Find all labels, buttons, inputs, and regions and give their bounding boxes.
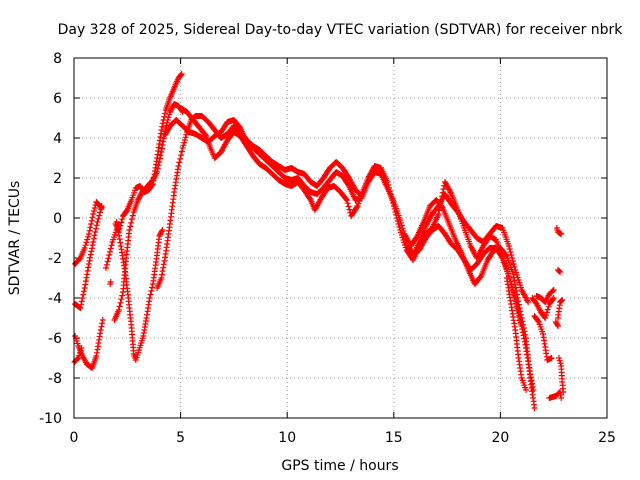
series-marks [553, 225, 565, 237]
series-track-3 [72, 317, 106, 371]
series-track-18 [529, 295, 557, 321]
series-marks [531, 313, 555, 363]
series-track-7 [113, 219, 166, 363]
series-track-20 [546, 389, 565, 401]
series-track-15 [403, 223, 537, 393]
series-marks [529, 295, 557, 321]
series-marks [533, 287, 557, 305]
series-track-5 [111, 101, 186, 323]
y-tick-label: 8 [53, 51, 62, 67]
x-tick-label: 20 [491, 430, 509, 446]
series-marks [354, 163, 524, 327]
series-marks [112, 71, 185, 235]
x-tick-label: 15 [385, 430, 403, 446]
series-marks [556, 355, 567, 395]
series-marks [103, 221, 122, 271]
series-marks [154, 113, 365, 291]
series-marks [555, 297, 566, 321]
y-tick-label: -2 [48, 251, 62, 267]
series-track-8 [103, 221, 122, 271]
series-track-22 [556, 355, 567, 395]
y-tick-label: 0 [53, 211, 62, 227]
series-track-10 [154, 113, 365, 291]
y-tick-label: 2 [53, 171, 62, 187]
series-marks [546, 389, 565, 401]
series-track-9 [107, 279, 114, 287]
series-track-6 [112, 71, 185, 235]
series-track-16 [503, 275, 529, 393]
series-track-11 [177, 105, 361, 219]
y-tick-label: -8 [48, 371, 62, 387]
series-marks [72, 317, 106, 371]
series-marks [555, 267, 564, 275]
x-tick-label: 10 [278, 430, 296, 446]
series-marks [177, 105, 361, 219]
series-marks [111, 101, 186, 323]
x-tick-label: 25 [598, 430, 616, 446]
tick-labels: 0 5 10 15 20 25 -10 -8 -6 -4 -2 0 2 4 6 8 [39, 51, 616, 446]
series-track-19 [533, 287, 557, 305]
chart-title: Day 328 of 2025, Sidereal Day-to-day VTE… [58, 22, 624, 38]
x-tick-label: 0 [70, 430, 79, 446]
y-tick-label: -10 [39, 411, 62, 427]
series-marks [552, 319, 561, 329]
series-track-2 [72, 203, 105, 311]
series-marks [162, 117, 532, 305]
y-tick-label: 4 [53, 131, 62, 147]
y-tick-label: -6 [48, 331, 62, 347]
series-track-21 [555, 297, 566, 321]
y-tick-label: -4 [48, 291, 62, 307]
series-marks [113, 219, 166, 363]
series-track-23 [555, 267, 564, 275]
series-marks [503, 275, 529, 393]
plot-frame [73, 57, 608, 419]
y-tick-label: 6 [53, 91, 62, 107]
series-track-17 [531, 313, 555, 363]
series-track-25 [552, 319, 561, 329]
series-track-24 [553, 225, 565, 237]
series-marks [72, 203, 105, 311]
x-tick-label: 5 [176, 430, 185, 446]
data-points [71, 71, 567, 411]
series-track-12 [162, 117, 532, 305]
y-axis-label: SDTVAR / TECUs [7, 181, 23, 296]
series-marks [403, 223, 537, 393]
series-track-13 [354, 163, 524, 327]
x-axis-label: GPS time / hours [281, 458, 398, 474]
series-marks [107, 279, 114, 287]
